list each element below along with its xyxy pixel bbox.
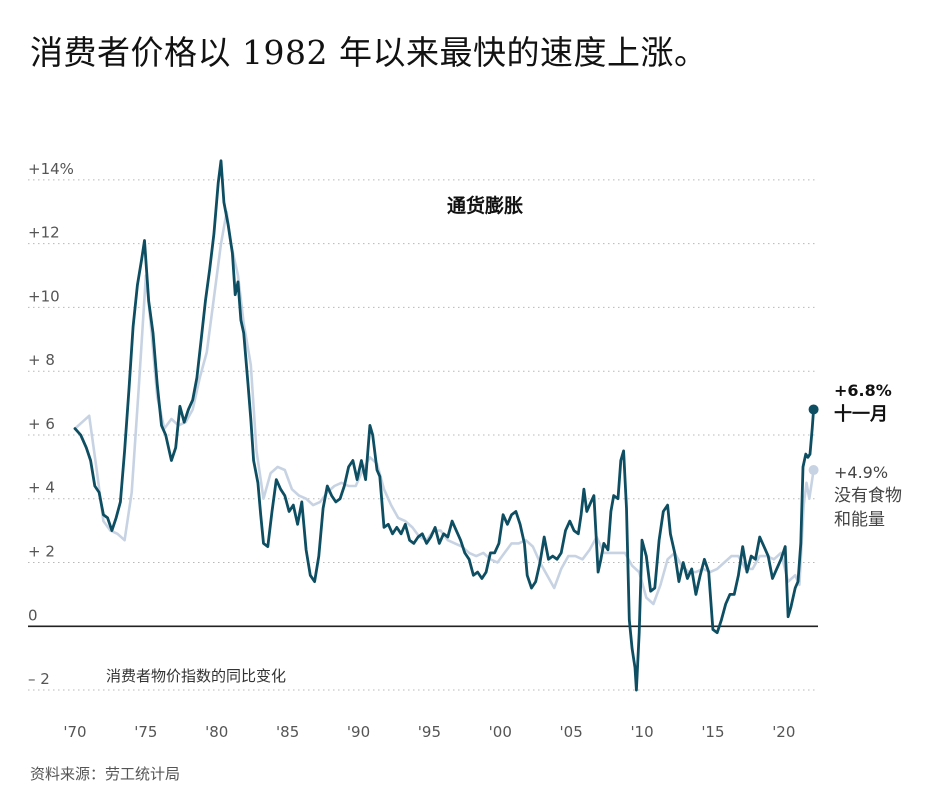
y-tick-label: + 4 xyxy=(28,479,55,497)
headline-cpi-line xyxy=(73,159,815,692)
core-cpi-endpoint xyxy=(808,465,819,476)
source-note: 资料来源：劳工统计局 xyxy=(30,765,181,783)
y-tick-label: + 6 xyxy=(28,415,55,433)
y-tick-label: – 2 xyxy=(28,670,50,688)
x-tick-label: '00 xyxy=(489,723,512,741)
x-tick-label: '85 xyxy=(276,723,299,741)
y-tick-label: + 2 xyxy=(28,543,55,561)
x-tick-label: '75 xyxy=(134,723,157,741)
chart-subtitle: 消费者物价指数的同比变化 xyxy=(106,667,286,685)
x-tick-label: '15 xyxy=(701,723,724,741)
page-title: 消费者价格以 1982 年以来最快的速度上涨。 xyxy=(30,33,708,72)
x-tick-label: '95 xyxy=(418,723,441,741)
series-layer xyxy=(73,159,819,692)
x-tick-label: '10 xyxy=(630,723,653,741)
core-series-name-line1: 没有食物 xyxy=(834,486,902,506)
core-cpi-line xyxy=(73,210,815,606)
grid-layer: +14% +12 +10 + 8 + 6 + 4 + 2 0 – 2 '70 '75 '80 '85 '9… xyxy=(28,160,818,741)
x-tick-label: '70 xyxy=(63,723,86,741)
y-tick-label: + 8 xyxy=(28,351,55,369)
core-series-name-line2: 和能量 xyxy=(834,510,885,530)
y-tick-label: +14% xyxy=(28,160,74,178)
headline-cpi-endpoint xyxy=(808,404,819,415)
y-tick-label: +12 xyxy=(28,224,60,242)
inflation-chart: +14% +12 +10 + 8 + 6 + 4 + 2 0 – 2 '70 '75 '80 '85 '9… xyxy=(28,159,902,741)
x-tick-label: '90 xyxy=(347,723,370,741)
chart-title: 通货膨胀 xyxy=(447,194,523,217)
x-tick-label: '20 xyxy=(772,723,795,741)
core-end-value: +4.9% xyxy=(834,463,888,482)
headline-end-month: 十一月 xyxy=(834,403,888,425)
x-tick-label: '05 xyxy=(560,723,583,741)
y-tick-label: +10 xyxy=(28,287,60,305)
x-tick-label: '80 xyxy=(205,723,228,741)
y-tick-label: 0 xyxy=(28,606,38,624)
headline-end-value: +6.8% xyxy=(834,381,892,400)
